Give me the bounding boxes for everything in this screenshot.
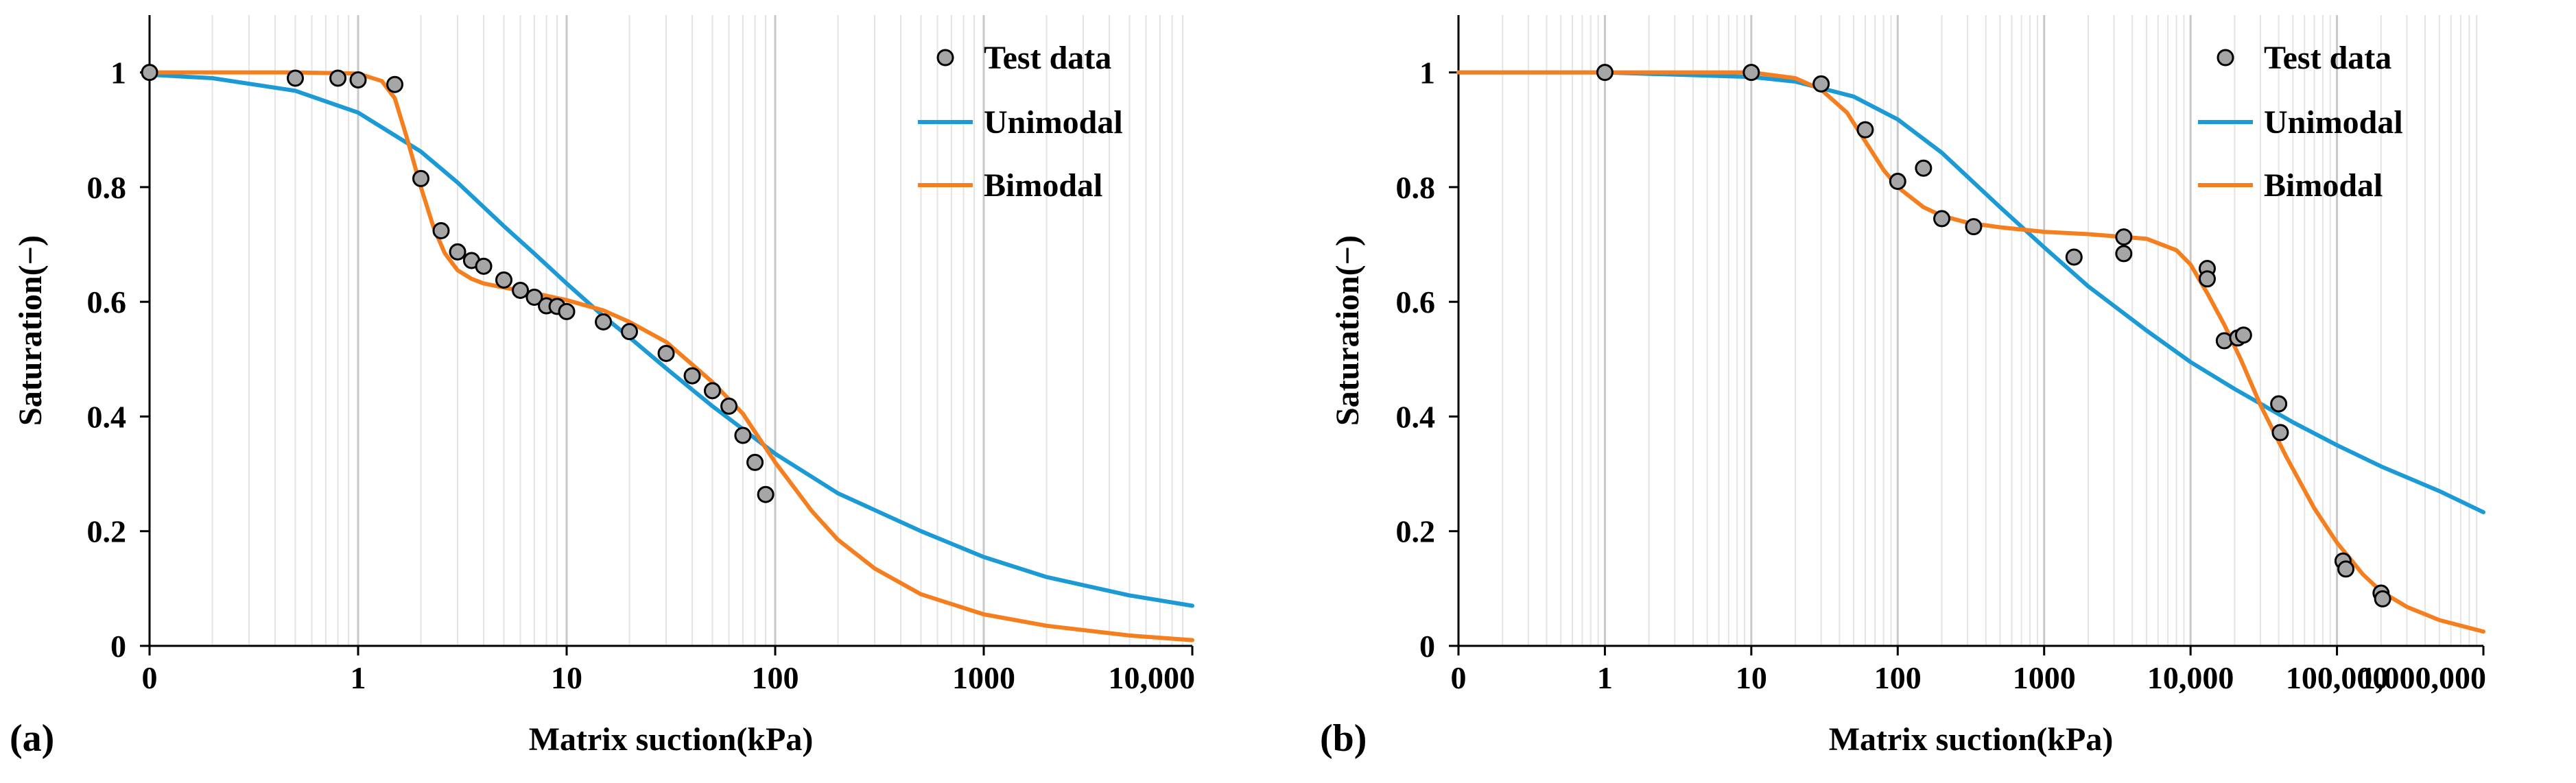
y-tick-label: 0.8 bbox=[1396, 170, 1436, 205]
x-axis-title: Matrix suction(kPa) bbox=[529, 721, 814, 758]
test-data-point bbox=[432, 221, 450, 239]
test-data-point bbox=[2270, 395, 2288, 413]
panel-b-chart: 00.20.40.60.810 1 10 100 1000 10,000 100,0001,… bbox=[1320, 15, 2486, 760]
bimodal-curve bbox=[147, 70, 1194, 642]
test-data-point bbox=[720, 397, 738, 415]
y-tick-label: 0.2 bbox=[87, 514, 127, 549]
test-data-point bbox=[683, 367, 701, 385]
y-tick-label: 0.6 bbox=[87, 285, 127, 320]
test-data-point bbox=[2065, 248, 2083, 266]
test-data-point bbox=[475, 257, 493, 275]
legend-label: Bimodal bbox=[984, 167, 1102, 204]
y-tick-label: 1 bbox=[1419, 56, 1435, 91]
test-data-point bbox=[595, 313, 613, 330]
test-data-point bbox=[512, 281, 530, 299]
legend-label: Test data bbox=[984, 40, 1111, 76]
test-data-point bbox=[757, 485, 775, 503]
x-tick-label: 1 bbox=[1597, 660, 1613, 695]
x-axis-title: Matrix suction(kPa) bbox=[1829, 721, 2114, 758]
x-tick-label: 100 bbox=[1874, 660, 1922, 695]
x-tick-label: 1,000,000 bbox=[2360, 660, 2486, 695]
unimodal-curve bbox=[1456, 70, 2485, 515]
y-tick-label: 0.2 bbox=[1396, 514, 1436, 549]
test-data-point bbox=[2115, 228, 2133, 246]
test-data-point bbox=[1812, 75, 1830, 93]
x-tick-label: 1 bbox=[351, 660, 366, 695]
test-data-point bbox=[349, 71, 367, 89]
y-tick-label: 0 bbox=[110, 629, 126, 664]
x-tick-label: 100 bbox=[752, 660, 799, 695]
test-data-point bbox=[1596, 64, 1614, 82]
test-data-point bbox=[1915, 159, 1933, 177]
y-tick-label: 0 bbox=[1419, 629, 1435, 664]
test-data-point bbox=[329, 69, 347, 87]
test-data-point bbox=[657, 344, 675, 362]
panel-label: (a) bbox=[10, 717, 54, 760]
test-data-point bbox=[2115, 245, 2133, 263]
test-data-point bbox=[141, 64, 158, 82]
test-data-point bbox=[2271, 424, 2289, 442]
y-axis-title: Saturation(−) bbox=[1330, 235, 1366, 426]
test-data-point bbox=[1965, 218, 1983, 236]
test-data-point bbox=[558, 302, 576, 320]
legend-label: Bimodal bbox=[2264, 167, 2383, 204]
y-tick-label: 0.4 bbox=[1396, 399, 1436, 434]
y-axis-title: Saturation(−) bbox=[12, 235, 49, 426]
test-data-point bbox=[703, 382, 721, 400]
test-data-point bbox=[525, 288, 543, 306]
x-tick-label: 10 bbox=[1736, 660, 1767, 695]
y-tick-label: 1 bbox=[110, 56, 126, 91]
x-tick-label: 0 bbox=[142, 660, 158, 695]
test-data-point bbox=[1933, 210, 1951, 228]
test-data-point bbox=[2374, 590, 2391, 607]
x-tick-label: 10,000 bbox=[2147, 660, 2234, 695]
test-data-point bbox=[449, 243, 466, 261]
y-tick-label: 0.8 bbox=[87, 170, 127, 205]
x-tick-label: 100,000 bbox=[2286, 660, 2389, 695]
test-data-point bbox=[2337, 560, 2355, 578]
x-tick-label: 10,000 bbox=[1109, 660, 1196, 695]
test-data-point bbox=[412, 169, 430, 187]
test-data-point bbox=[734, 426, 752, 444]
test-data-point bbox=[386, 75, 404, 93]
test-data-point bbox=[1889, 173, 1906, 191]
test-data-point bbox=[746, 453, 764, 471]
test-data-point bbox=[1742, 64, 1760, 82]
test-data-point bbox=[621, 323, 639, 341]
y-tick-label: 0.6 bbox=[1396, 285, 1436, 320]
panel-label: (b) bbox=[1320, 717, 1367, 760]
x-tick-label: 0 bbox=[1451, 660, 1467, 695]
legend-marker-test-data bbox=[2217, 49, 2234, 67]
test-data-point bbox=[2234, 326, 2252, 344]
test-data-point bbox=[2198, 270, 2216, 288]
test-data-point bbox=[1856, 121, 1874, 138]
legend-label: Unimodal bbox=[984, 104, 1123, 141]
x-tick-label: 10 bbox=[551, 660, 582, 695]
legend-label: Unimodal bbox=[2264, 104, 2403, 141]
test-data-point bbox=[495, 271, 512, 289]
legend-marker-test-data bbox=[936, 49, 954, 67]
legend-label: Test data bbox=[2264, 40, 2391, 76]
x-tick-label: 1000 bbox=[2013, 660, 2076, 695]
test-data-point bbox=[286, 69, 304, 87]
x-tick-label: 1000 bbox=[952, 660, 1015, 695]
unimodal-curve bbox=[147, 73, 1194, 608]
y-tick-label: 0.4 bbox=[87, 399, 127, 434]
